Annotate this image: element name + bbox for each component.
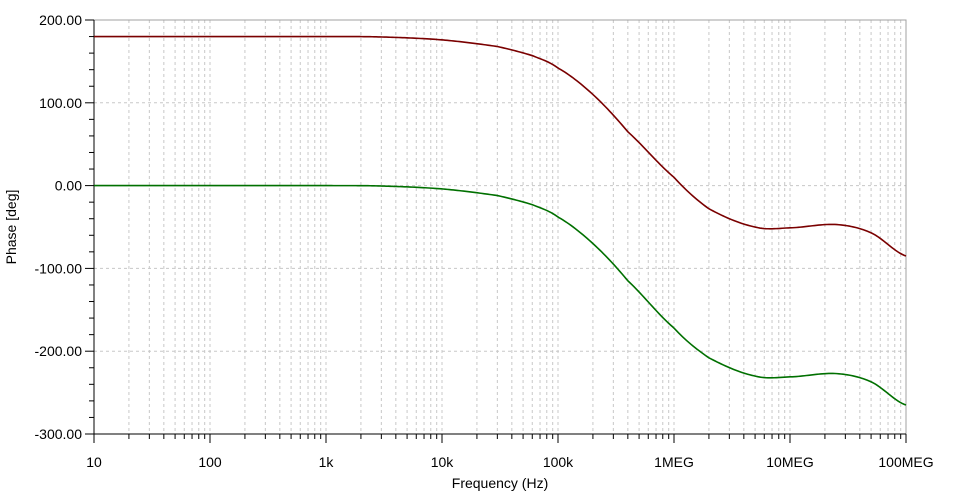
x-tick-label: 100MEG <box>878 454 933 470</box>
series-line-2 <box>94 184 907 406</box>
x-tick-label: 10 <box>86 454 102 470</box>
tick-labels: 10 100 1k 10k 100k 1MEG 10MEG 100MEG 200.00 100.0… <box>35 12 934 470</box>
series-lines <box>94 35 907 406</box>
x-axis-title: Frequency (Hz) <box>452 475 548 491</box>
y-tick-label: -200.00 <box>35 343 83 359</box>
y-tick-label: -300.00 <box>35 426 83 442</box>
x-tick-label: 10MEG <box>766 454 813 470</box>
grid <box>93 19 907 435</box>
y-tick-label: 200.00 <box>39 12 82 28</box>
x-tick-label: 100 <box>198 454 222 470</box>
y-axis-title: Phase [deg] <box>3 190 19 265</box>
y-tick-label: 100.00 <box>39 95 82 111</box>
axis-ticks <box>85 19 907 443</box>
y-tick-label: 0.00 <box>55 178 82 194</box>
x-tick-label: 1MEG <box>654 454 694 470</box>
x-tick-label: 1k <box>319 454 335 470</box>
x-tick-label: 10k <box>431 454 455 470</box>
x-tick-label: 100k <box>543 454 574 470</box>
y-tick-label: -100.00 <box>35 260 83 276</box>
series-line-1 <box>94 35 907 257</box>
